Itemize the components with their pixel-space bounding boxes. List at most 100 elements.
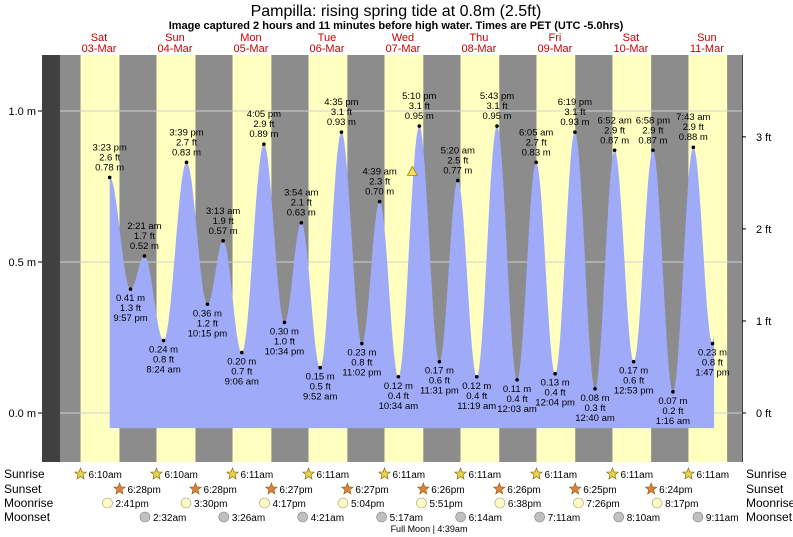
- sunset-time: 6:25pm: [583, 485, 616, 496]
- low-tide-feet: 1.0 ft: [274, 336, 295, 347]
- sunset-icon: [416, 482, 430, 495]
- sunrise-icon: [302, 467, 315, 480]
- sunrise-icon: [605, 467, 619, 480]
- low-tide-feet: 0.3 ft: [584, 403, 605, 414]
- high-tide-point: [107, 175, 112, 180]
- sunset-time: 6:27pm: [355, 485, 388, 496]
- tide-area: [109, 126, 715, 429]
- high-tide-feet: 2.9 ft: [642, 125, 663, 136]
- low-tide-point: [282, 320, 287, 325]
- chart-subtitle: Image captured 2 hours and 11 minutes be…: [169, 20, 624, 32]
- sunset-icon: [644, 482, 658, 495]
- moonrise-icon: [102, 497, 113, 509]
- high-tide-point: [417, 124, 422, 128]
- sunrise-icon: [150, 467, 163, 480]
- left-margin: [0, 55, 42, 462]
- high-tide-feet: 1.9 ft: [213, 216, 234, 227]
- sunrise-icon: [226, 467, 239, 480]
- moonset-icon: [692, 511, 704, 523]
- sunrise-time: 6:11am: [696, 470, 729, 481]
- low-tide-point: [474, 374, 479, 379]
- low-tide-metres: 0.13 m: [541, 378, 570, 389]
- row-label-sunrise: Sunrise: [4, 467, 45, 481]
- high-tide-metres: 0.52 m: [130, 241, 159, 252]
- low-tide-point: [360, 341, 364, 346]
- low-tide-metres: 0.12 m: [384, 381, 413, 392]
- moonrise-icon: [573, 497, 584, 509]
- sunset-time: 6:27pm: [279, 485, 312, 496]
- high-tide-time: 5:43 pm: [480, 91, 514, 102]
- low-tide-point: [593, 387, 597, 391]
- high-tide-feet: 3.1 ft: [331, 107, 352, 118]
- y-left-tick-label: 1.0 m: [8, 106, 36, 118]
- low-tide-time: 11:02 pm: [342, 368, 381, 379]
- plot-frame: [0, 55, 793, 462]
- current-level-marker: [406, 165, 419, 176]
- sunset-time: 6:26pm: [431, 485, 464, 496]
- low-tide-point: [515, 377, 519, 382]
- high-tide-metres: 0.95 m: [405, 111, 434, 122]
- moonset-icon: [455, 511, 466, 523]
- high-tide-time: 2:21 am: [127, 221, 161, 232]
- moonset-time: 6:14am: [469, 513, 502, 524]
- day-date: 05-Mar: [234, 43, 269, 55]
- sunrise-time: 6:11am: [317, 470, 350, 481]
- y-left-tick-label: 0.0 m: [8, 408, 36, 420]
- sunset-icon: [113, 482, 126, 495]
- moonset-time: 3:26am: [232, 513, 265, 524]
- high-tide-feet: 3.1 ft: [564, 107, 585, 118]
- day-date: 07-Mar: [386, 43, 421, 55]
- day-date: 04-Mar: [158, 43, 193, 55]
- moonrise-time: 2:41pm: [115, 499, 148, 510]
- low-tide-feet: 0.7 ft: [231, 367, 252, 378]
- day-headers: Sat03-MarSun04-MarMon05-MarTue06-MarWed0…: [82, 32, 725, 55]
- high-tide-metres: 0.95 m: [482, 111, 511, 122]
- sunrise-time: 6:11am: [468, 470, 501, 481]
- low-tide-point: [671, 390, 675, 394]
- high-tide-time: 4:39 am: [362, 167, 396, 178]
- high-tide-metres: 0.63 m: [287, 208, 316, 219]
- low-tide-time: 10:34 am: [379, 401, 419, 412]
- high-tide-point: [262, 142, 266, 147]
- moonrise-icon: [651, 497, 663, 509]
- high-tide-feet: 2.7 ft: [526, 137, 547, 148]
- high-tide-feet: 1.7 ft: [134, 231, 155, 242]
- high-tide-point: [339, 130, 344, 134]
- high-tide-point: [455, 178, 460, 183]
- high-tide-time: 6:05 am: [519, 127, 553, 138]
- sunrise-time: 6:11am: [241, 470, 274, 481]
- high-tide-time: 3:39 pm: [169, 127, 203, 138]
- sunset-icon: [264, 482, 278, 495]
- high-tide-point: [534, 160, 538, 165]
- high-tide-metres: 0.78 m: [95, 162, 124, 173]
- day-name: Thu: [469, 32, 488, 44]
- low-tide-feet: 1.3 ft: [120, 303, 141, 314]
- row-label-right-sunrise: Sunrise: [746, 467, 787, 481]
- y-right-tick-label: 0 ft: [756, 408, 771, 420]
- low-tide-feet: 0.8 ft: [351, 358, 372, 369]
- high-tide-time: 5:20 am: [441, 145, 475, 156]
- high-tide-feet: 3.1 ft: [486, 101, 507, 112]
- sunset-time: 6:24pm: [659, 485, 692, 496]
- low-tide-feet: 0.6 ft: [429, 376, 450, 387]
- chart-title: Pampilla: rising spring tide at 0.8m (2.…: [251, 3, 542, 20]
- sunset-icon: [189, 482, 202, 495]
- low-tide-time: 10:34 pm: [265, 346, 305, 357]
- high-tide-metres: 0.70 m: [365, 187, 394, 198]
- low-tide-feet: 0.8 ft: [153, 355, 174, 366]
- low-tide-metres: 0.23 m: [698, 348, 727, 359]
- high-tide-feet: 2.3 ft: [369, 177, 390, 188]
- moonset-icon: [218, 511, 230, 523]
- moonset-icon: [613, 511, 625, 523]
- sunset-time: 6:28pm: [127, 485, 160, 496]
- sunrise-time: 6:10am: [89, 470, 122, 481]
- high-tide-point: [573, 130, 577, 134]
- day-date: 09-Mar: [537, 43, 572, 55]
- sunset-time: 6:26pm: [507, 485, 540, 496]
- high-tide-metres: 0.77 m: [443, 165, 472, 176]
- low-tide-time: 11:19 am: [457, 401, 496, 412]
- high-tide-metres: 0.83 m: [522, 147, 551, 158]
- low-tide-time: 12:53 pm: [614, 386, 654, 397]
- low-tide-point: [553, 371, 557, 376]
- sunrise-icon: [74, 467, 87, 480]
